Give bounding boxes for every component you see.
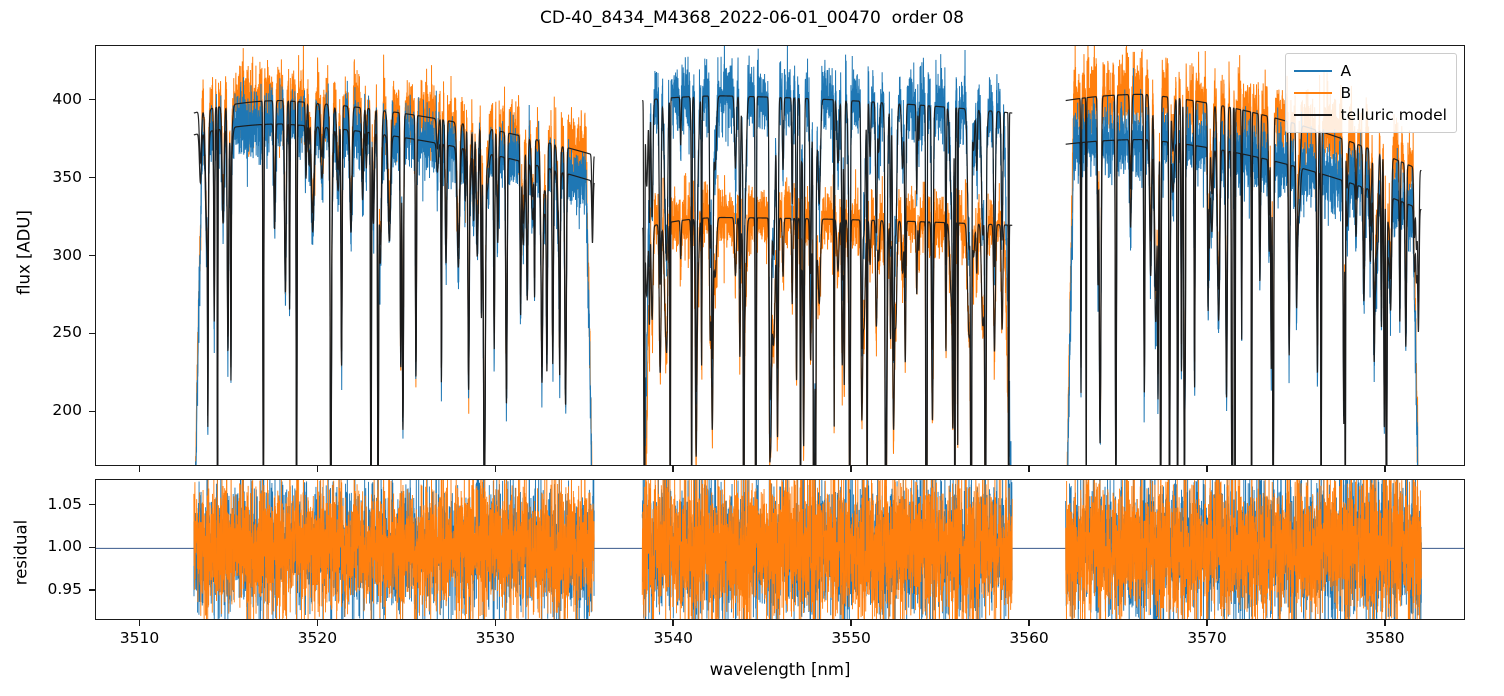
- x-tick-label: 3550: [831, 629, 871, 647]
- legend-label: A: [1340, 62, 1352, 80]
- y-tick-label-flux: 300: [52, 245, 82, 264]
- legend-label: telluric model: [1340, 106, 1447, 124]
- x-tick-label: 3580: [1365, 629, 1405, 647]
- y-tick-label-flux: 200: [52, 401, 82, 420]
- x-tick-mark: [1206, 620, 1208, 626]
- x-tick-mark: [1028, 466, 1030, 472]
- x-tick-mark: [494, 620, 497, 626]
- y-tick-label-flux: 350: [52, 167, 82, 186]
- y-tick-mark-flux: [89, 332, 95, 335]
- x-tick-label: 3520: [297, 629, 338, 647]
- x-tick-mark: [138, 620, 141, 626]
- y-tick-label-residual: 1.05: [47, 494, 82, 513]
- x-tick-label: 3540: [653, 629, 693, 647]
- x-tick-mark: [1384, 466, 1386, 472]
- legend-item-a: A: [1293, 60, 1447, 82]
- y-tick-label-flux: 400: [52, 89, 82, 108]
- x-tick-mark: [672, 620, 675, 626]
- legend-swatch-icon: [1293, 114, 1332, 116]
- y-tick-mark-flux: [89, 410, 95, 413]
- y-tick-mark-residual: [89, 589, 95, 591]
- y-tick-mark-flux: [89, 254, 95, 257]
- x-tick-mark: [316, 466, 319, 472]
- x-tick-label: 3560: [1009, 629, 1049, 647]
- x-tick-mark: [850, 466, 852, 472]
- y-axis-label-flux: flux [ADU]: [14, 210, 34, 295]
- x-tick-label: 3510: [119, 629, 160, 647]
- y-tick-label-residual: 0.95: [47, 580, 82, 599]
- x-axis-label: wavelength [nm]: [709, 660, 851, 679]
- legend-label: B: [1340, 84, 1352, 102]
- x-tick-mark: [316, 620, 319, 626]
- residual-plot-canvas: [96, 480, 1464, 619]
- x-tick-label: 3530: [475, 629, 516, 647]
- legend-swatch-icon: [1293, 92, 1332, 94]
- residual-plot-axes: [95, 479, 1465, 620]
- y-tick-mark-flux: [89, 98, 95, 101]
- y-tick-mark-residual: [89, 546, 95, 549]
- y-tick-label-residual: 1.00: [47, 537, 82, 556]
- x-tick-mark: [672, 466, 675, 472]
- x-tick-mark: [138, 466, 141, 472]
- x-tick-label: 3570: [1187, 629, 1227, 647]
- x-tick-mark: [494, 466, 497, 472]
- x-tick-mark: [850, 620, 852, 626]
- legend-item-b: B: [1293, 82, 1447, 104]
- flux-plot-canvas: [193, 46, 1422, 465]
- y-tick-mark-residual: [89, 503, 95, 506]
- legend-item-telluric-model: telluric model: [1293, 104, 1447, 126]
- page-title: CD-40_8434_M4368_2022-06-01_00470 order …: [540, 8, 964, 28]
- y-tick-mark-flux: [89, 176, 95, 179]
- x-tick-mark: [1206, 466, 1208, 472]
- y-tick-label-flux: 250: [52, 323, 82, 342]
- x-tick-mark: [1384, 620, 1386, 626]
- y-axis-label-residual: residual: [11, 519, 31, 586]
- legend-swatch-icon: [1293, 70, 1332, 72]
- x-tick-mark: [1028, 620, 1030, 626]
